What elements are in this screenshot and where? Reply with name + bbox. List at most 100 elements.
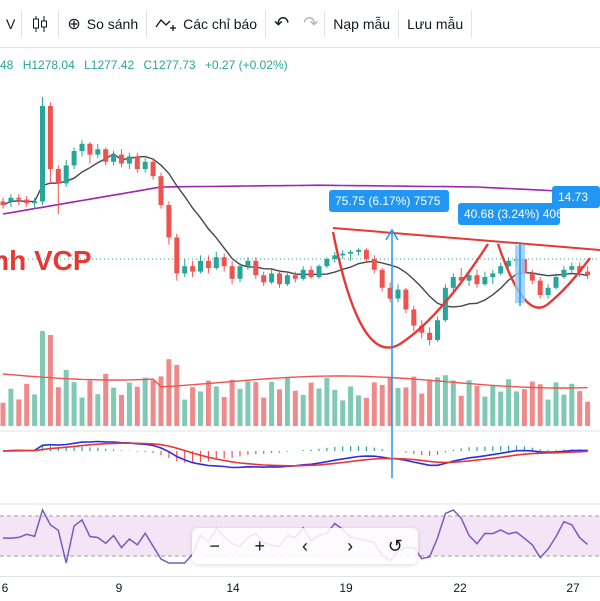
volume-bar bbox=[474, 386, 480, 426]
volume-bar bbox=[411, 376, 417, 426]
volume-bar bbox=[561, 394, 567, 426]
pattern-title: nh VCP bbox=[0, 245, 92, 276]
measure-label-box bbox=[329, 190, 449, 212]
ohlc-change: +0.27 (+0.02%) bbox=[204, 58, 288, 72]
toolbar: V ⊕ So sánh Các chỉ báo ↶ ↷ Nạp mẫu Lưu … bbox=[0, 0, 600, 48]
candle-body bbox=[8, 197, 14, 202]
candle-body bbox=[134, 156, 140, 169]
zoom-in-button[interactable]: + bbox=[246, 532, 274, 560]
volume-bar bbox=[253, 382, 259, 426]
load-template-button[interactable]: Nạp mẫu bbox=[325, 0, 398, 48]
scroll-left-button[interactable]: ‹ bbox=[291, 532, 319, 560]
candle-body bbox=[229, 266, 235, 279]
indicators-label: Các chỉ báo bbox=[183, 15, 258, 32]
candle-body bbox=[111, 154, 117, 162]
volume-bar bbox=[577, 391, 583, 426]
chart-type-button[interactable] bbox=[22, 0, 58, 48]
candle-body bbox=[387, 287, 393, 299]
candle-body bbox=[458, 277, 464, 281]
candle-body bbox=[174, 237, 180, 274]
price-chart[interactable]: 75.75 (6.17%) 7575 40.68 (3.24%) 4068 14.7… bbox=[0, 48, 600, 576]
candle-body bbox=[395, 289, 401, 299]
indicators-button[interactable]: Các chỉ báo bbox=[147, 0, 265, 48]
candle-body bbox=[308, 269, 314, 277]
volume-bar bbox=[395, 388, 401, 426]
candle-body bbox=[482, 277, 488, 285]
candle-body bbox=[40, 106, 45, 202]
toolbar-divider bbox=[58, 9, 60, 38]
candle-body bbox=[332, 255, 338, 259]
x-tick-label: 22 bbox=[453, 581, 467, 595]
ohlc-open: 48 bbox=[0, 58, 14, 72]
toolbar-divider bbox=[471, 9, 473, 38]
candle-body bbox=[537, 280, 543, 295]
toolbar-divider bbox=[21, 9, 23, 38]
candle-body bbox=[32, 201, 38, 204]
volume-bar bbox=[134, 386, 140, 426]
measure-label-box bbox=[458, 203, 560, 225]
zoom-toolbar: − + ‹ › ↺ bbox=[192, 528, 418, 564]
volume-bar bbox=[16, 399, 22, 426]
candle-body bbox=[419, 325, 425, 333]
volume-bar bbox=[190, 387, 196, 426]
chevron-right-icon: › bbox=[347, 535, 354, 556]
volume-bar bbox=[442, 375, 448, 426]
volume-bar bbox=[55, 387, 61, 426]
measure-arrowhead bbox=[385, 228, 399, 241]
candle-body bbox=[553, 277, 559, 288]
candle-body bbox=[190, 266, 196, 272]
time-axis: 6 9 14 19 22 27 bbox=[0, 576, 600, 601]
candle-body bbox=[545, 287, 551, 295]
x-tick-label: 6 bbox=[1, 581, 9, 595]
plus-icon: + bbox=[254, 535, 266, 556]
candle-body bbox=[529, 273, 535, 281]
x-tick-label: 27 bbox=[566, 581, 580, 595]
ma-slow-line bbox=[2, 184, 588, 215]
volume-bar bbox=[419, 393, 425, 426]
candle-body bbox=[119, 154, 124, 164]
undo-icon: ↶ bbox=[274, 13, 290, 33]
candle-body bbox=[221, 257, 227, 267]
candle-body bbox=[474, 275, 480, 285]
volume-bar bbox=[71, 382, 77, 426]
candle-body bbox=[245, 260, 251, 267]
compare-button[interactable]: ⊕ So sánh bbox=[59, 0, 146, 48]
volume-bar bbox=[245, 381, 251, 426]
reset-chart-button[interactable]: ↺ bbox=[381, 532, 409, 560]
candle-body bbox=[253, 260, 259, 276]
annotations: 75.75 (6.17%) 7575 40.68 (3.24%) 4068 14.7… bbox=[0, 186, 600, 478]
volume-bar bbox=[87, 380, 93, 426]
interval-button[interactable]: V bbox=[0, 0, 21, 48]
candle-body bbox=[71, 151, 77, 166]
redo-button[interactable]: ↷ bbox=[297, 0, 324, 48]
candle-body bbox=[427, 332, 433, 340]
toolbar-divider bbox=[324, 9, 326, 38]
x-tick-label: 9 bbox=[115, 581, 123, 595]
candle-body bbox=[205, 260, 211, 268]
scroll-right-button[interactable]: › bbox=[336, 532, 364, 560]
volume-bar bbox=[79, 397, 85, 426]
volume-bar bbox=[482, 396, 488, 426]
candle-body bbox=[300, 269, 306, 279]
save-template-button[interactable]: Lưu mẫu bbox=[399, 0, 471, 48]
compare-label: So sánh bbox=[86, 15, 139, 32]
candle-body bbox=[16, 197, 22, 200]
measure-label-box bbox=[552, 186, 600, 208]
volume-bar bbox=[529, 381, 535, 426]
candle-body bbox=[261, 275, 267, 283]
measure-label: 40.68 (3.24%) 4068 bbox=[464, 207, 570, 221]
candle-body bbox=[63, 165, 69, 184]
volume-bar bbox=[229, 379, 235, 426]
volume-bar bbox=[585, 401, 591, 426]
volume-bar bbox=[119, 395, 124, 426]
volume-bar bbox=[340, 400, 346, 426]
chevron-left-icon: ‹ bbox=[301, 535, 308, 556]
candle-body bbox=[340, 253, 346, 256]
candle-body bbox=[237, 266, 243, 279]
volume-bar bbox=[332, 389, 338, 426]
zoom-out-button[interactable]: − bbox=[201, 532, 229, 560]
candle-body bbox=[403, 289, 409, 310]
volume-bar bbox=[237, 388, 243, 426]
undo-button[interactable]: ↶ bbox=[266, 0, 297, 48]
volume-bar bbox=[292, 390, 298, 426]
